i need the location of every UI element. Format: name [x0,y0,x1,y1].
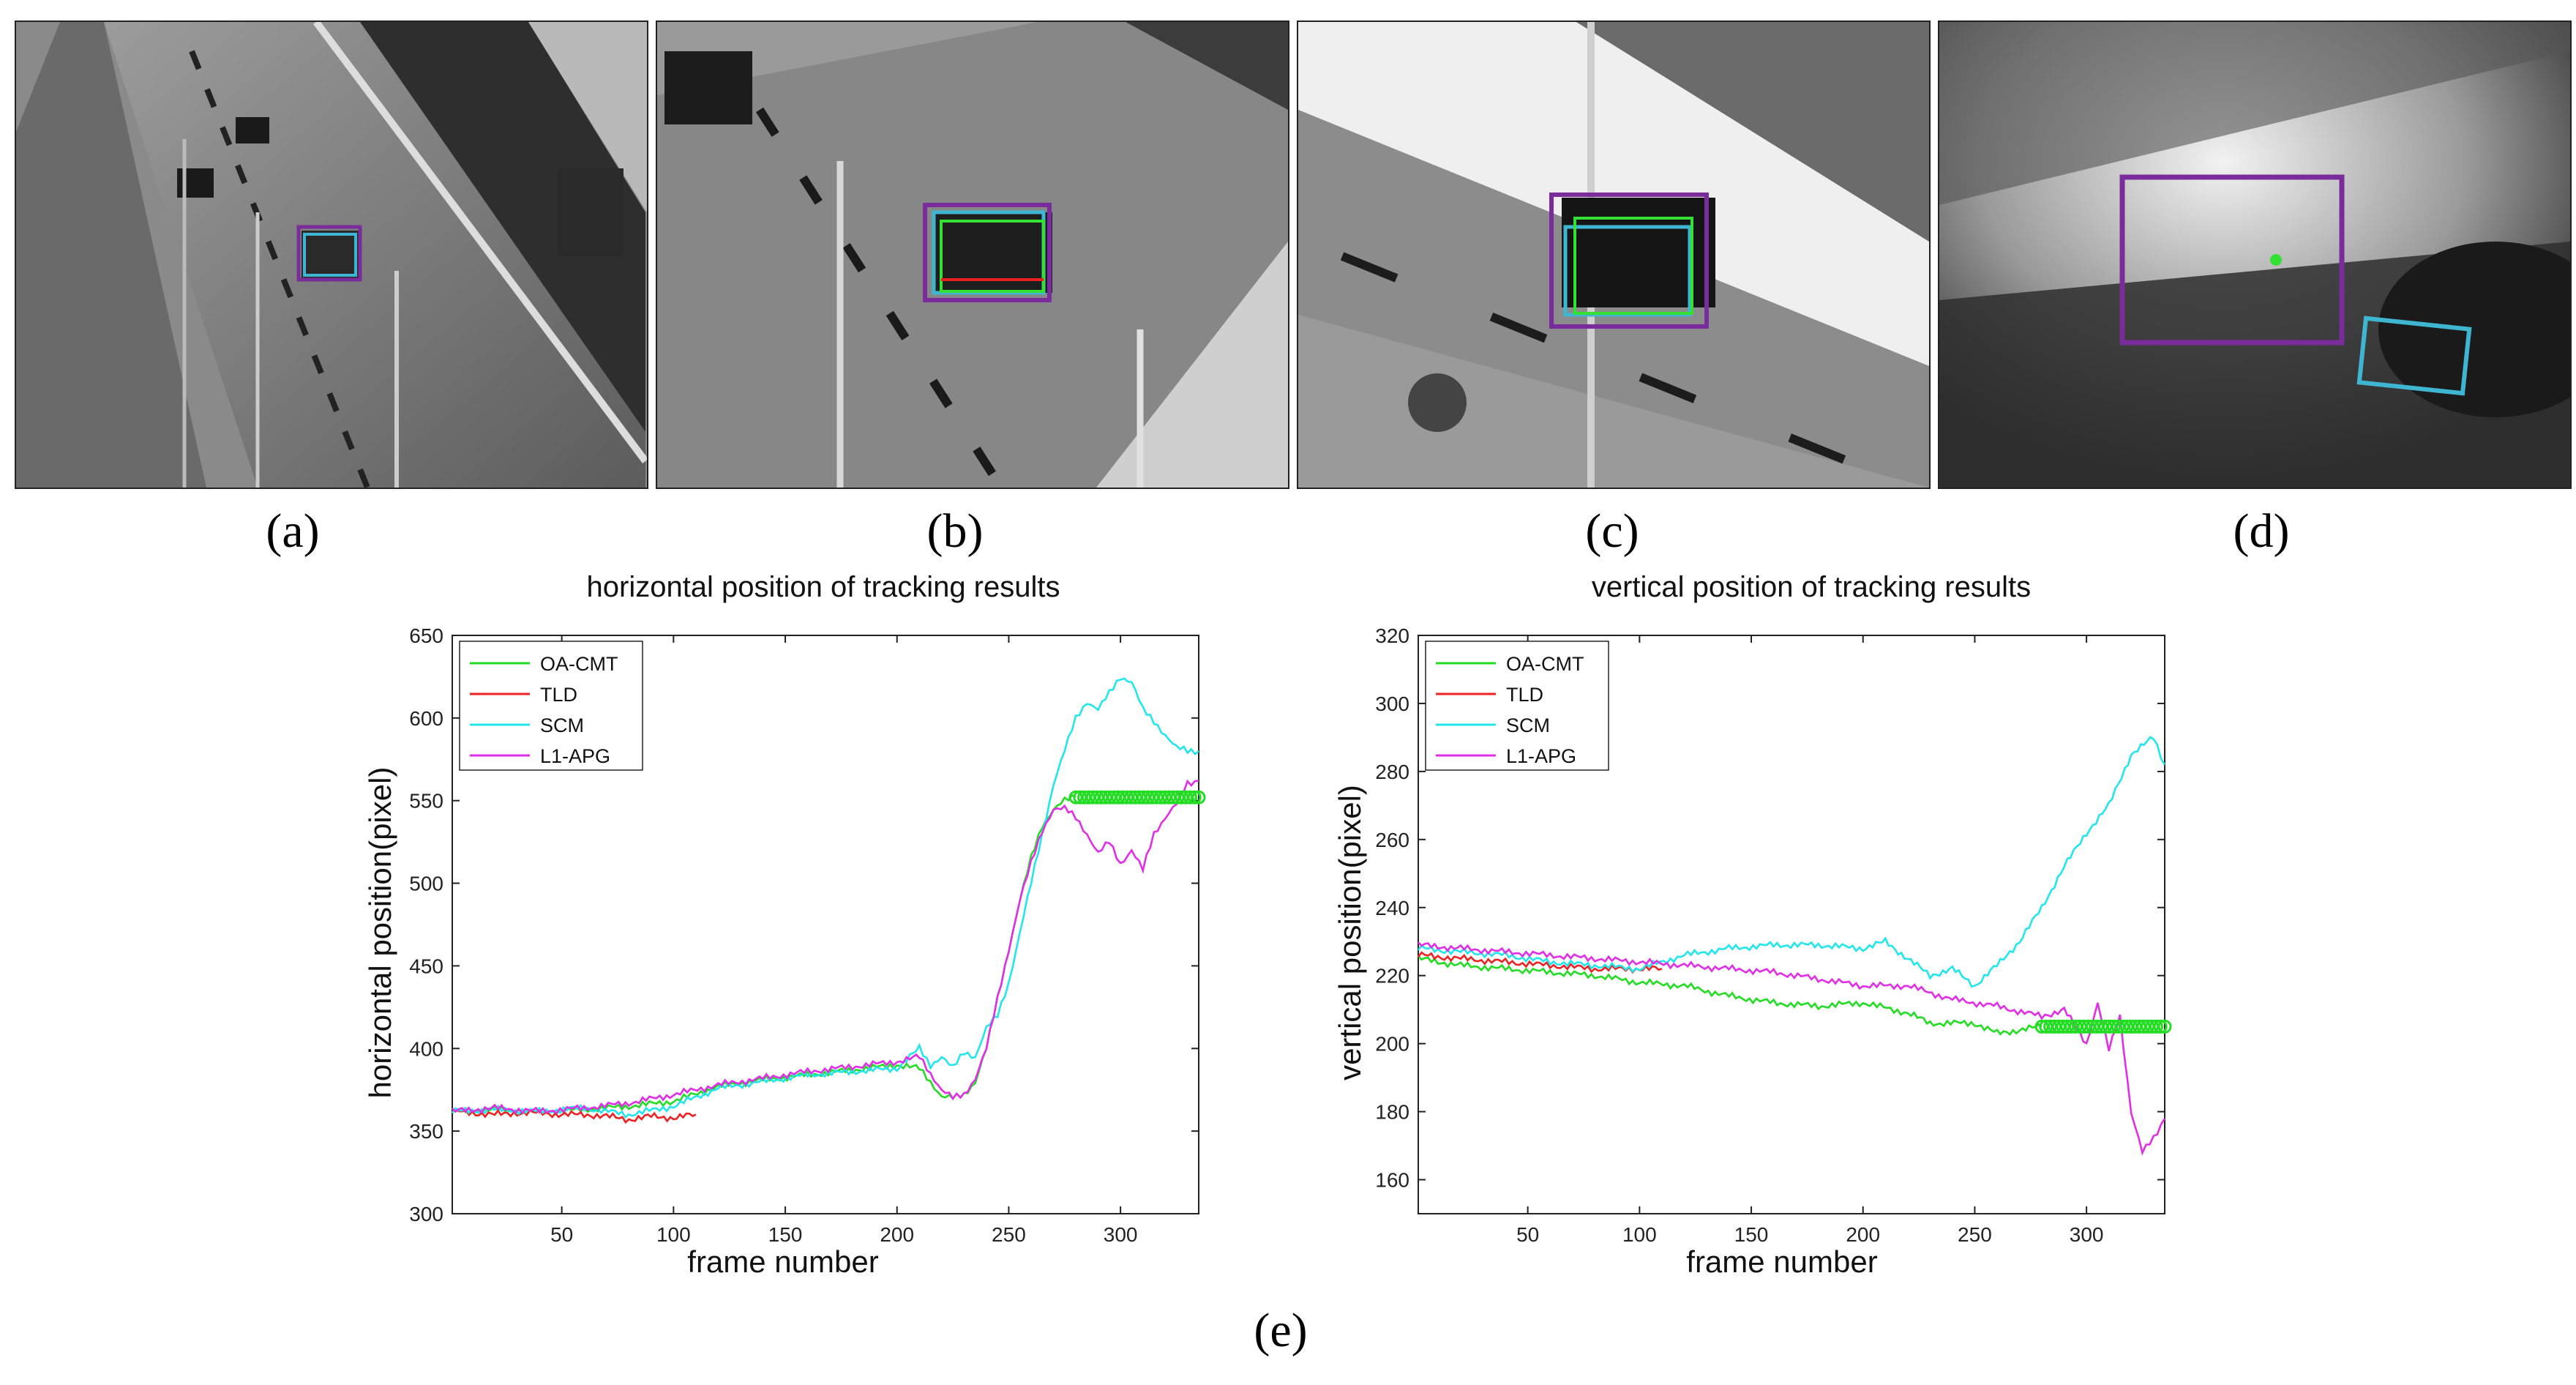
legend-label-scm: SCM [1506,714,1550,736]
panel-label-c: (c) [1585,504,1639,558]
road-scene-b [657,22,1288,488]
road-scene-d [1939,22,2570,488]
x-tick-label: 50 [1516,1223,1539,1246]
y-tick-label: 350 [409,1120,443,1143]
chart-vertical: vertical position of tracking results ve… [1310,571,2181,1296]
x-tick-label: 100 [1622,1223,1657,1246]
x-tick-label: 300 [2070,1223,2104,1246]
photo-d [1938,20,2572,489]
legend-label-l1-apg: L1-APG [1506,745,1576,767]
road-scene-a [16,22,647,488]
chart-horizontal: horizontal position of tracking results … [344,571,1215,1296]
series-line-scm [451,677,1199,1119]
chart-title-horizontal: horizontal position of tracking results [586,571,1060,603]
y-tick-label: 200 [1375,1033,1409,1056]
legend-label-tld: TLD [540,684,577,706]
y-tick-label: 160 [1375,1169,1409,1192]
series-line-scm [1417,736,2166,988]
legend-label-oa-cmt: OA-CMT [1506,653,1584,675]
series-line-l1-apg [452,779,1199,1115]
photo-a [15,20,648,489]
x-tick-label: 250 [1958,1223,1992,1246]
legend-label-tld: TLD [1506,684,1543,706]
y-tick-label: 180 [1375,1101,1409,1124]
occlusion-marker [2157,1019,2172,1034]
x-tick-label: 300 [1104,1223,1138,1246]
panel-label-a: (a) [266,504,320,558]
y-tick-label: 300 [409,1203,443,1225]
x-axis-label-horizontal: frame number [687,1244,879,1279]
occlusion-marker [2153,1019,2168,1034]
x-tick-label: 200 [880,1223,914,1246]
x-tick-label: 200 [1846,1223,1880,1246]
y-tick-label: 240 [1375,897,1409,919]
series-line-tld [451,1107,697,1124]
y-tick-label: 320 [1375,624,1409,647]
photo-c [1297,20,1931,489]
road-scene-c [1298,22,1929,488]
plot-area-horizontal: 50 100 150 200 250 300 300 350 400 450 500 550 600 65… [409,624,1206,1246]
x-tick-label: 100 [656,1223,691,1246]
occlusion-marker [2149,1019,2163,1034]
occlusion-marker [1191,790,1206,805]
x-tick-label: 150 [1734,1223,1769,1246]
x-tick-label: 250 [992,1223,1026,1246]
y-tick-label: 450 [409,955,443,977]
y-tick-label: 600 [409,707,443,730]
y-tick-label: 220 [1375,965,1409,988]
chart-title-vertical: vertical position of tracking results [1591,571,2032,603]
series-line-l1-apg [1418,941,2166,1156]
y-tick-label: 280 [1375,761,1409,783]
y-tick-label: 260 [1375,829,1409,851]
panel-label-e: (e) [1254,1304,1308,1357]
legend-label-l1-apg: L1-APG [540,745,610,767]
panel-label-b: (b) [926,504,984,558]
y-tick-label: 300 [1375,692,1409,715]
x-tick-label: 50 [550,1223,573,1246]
photo-b [656,20,1289,489]
y-tick-label: 500 [409,873,443,895]
plot-area-vertical: 50 100 150 200 250 300 160 180 200 220 240 260 280 30… [1375,624,2172,1246]
panel-label-d: (d) [2233,504,2290,558]
occlusion-marker [1183,790,1197,805]
x-axis-label-vertical: frame number [1686,1244,1878,1279]
occlusion-marker [1187,790,1202,805]
legend-label-oa-cmt: OA-CMT [540,653,618,675]
y-tick-label: 400 [409,1037,443,1060]
y-tick-label: 650 [409,624,443,647]
series-line-oa-cmt [1418,955,2043,1036]
legend-label-scm: SCM [540,714,584,736]
x-tick-label: 150 [768,1223,803,1246]
y-tick-label: 550 [409,790,443,813]
